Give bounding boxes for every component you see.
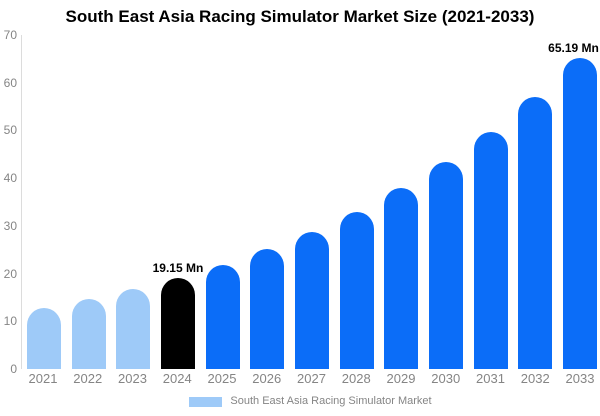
bar-2023[interactable] bbox=[116, 289, 151, 369]
y-tick-label: 50 bbox=[3, 123, 17, 138]
bar-2022[interactable] bbox=[71, 299, 106, 369]
bar-2025[interactable] bbox=[205, 264, 240, 369]
x-tick-label: 2022 bbox=[73, 371, 103, 386]
x-tick-label: 2025 bbox=[207, 371, 237, 386]
legend-label: South East Asia Racing Simulator Market bbox=[230, 395, 432, 407]
value-label: 65.19 Mn bbox=[548, 41, 599, 55]
bar-2029[interactable] bbox=[384, 188, 419, 369]
x-tick-label: 2030 bbox=[431, 371, 461, 386]
legend-swatch bbox=[189, 396, 223, 407]
bar-2030[interactable] bbox=[428, 161, 463, 369]
bar-2021[interactable] bbox=[27, 308, 61, 369]
bar-2033[interactable]: 65.19 Mn bbox=[548, 42, 599, 369]
y-tick-label: 60 bbox=[3, 75, 17, 90]
y-tick-label: 10 bbox=[3, 314, 17, 329]
x-tick-label: 2032 bbox=[520, 371, 550, 386]
x-tick-label: 2021 bbox=[28, 371, 58, 386]
y-tick-label: 0 bbox=[10, 362, 17, 376]
y-tick-label: 30 bbox=[3, 218, 17, 233]
x-tick-label: 2023 bbox=[118, 371, 147, 386]
y-tick-label: 20 bbox=[3, 266, 17, 281]
x-axis-labels: 2021 2022 2023 2024 2025 2026 2027 2028 2029 2030… bbox=[26, 372, 597, 385]
value-label: 19.15 Mn bbox=[152, 260, 204, 275]
x-tick-label: 2031 bbox=[476, 371, 505, 386]
x-tick-label: 2026 bbox=[252, 371, 282, 386]
bar-2032[interactable] bbox=[518, 97, 553, 369]
bar-2024[interactable]: 19.15 Mn bbox=[153, 262, 203, 369]
legend[interactable]: South East Asia Racing Simulator Market bbox=[21, 396, 600, 407]
plot-area: 19.15 Mn 65.19 Mn bbox=[21, 35, 599, 369]
bar-2027[interactable] bbox=[294, 231, 329, 369]
y-axis: 70 60 50 40 30 20 10 0 bbox=[0, 29, 17, 375]
x-tick-label: 2028 bbox=[341, 371, 371, 386]
x-tick-label: 2024 bbox=[162, 371, 192, 386]
chart-title: South East Asia Racing Simulator Market … bbox=[65, 7, 535, 26]
bar-2026[interactable] bbox=[250, 249, 285, 369]
bars: 19.15 Mn 65.19 Mn bbox=[27, 35, 599, 369]
y-tick-label: 70 bbox=[3, 28, 17, 42]
x-tick-label: 2027 bbox=[297, 371, 326, 386]
bar-2028[interactable] bbox=[339, 211, 374, 369]
x-tick-label: 2033 bbox=[565, 371, 595, 386]
y-tick-label: 40 bbox=[3, 171, 17, 186]
bar-2031[interactable] bbox=[473, 131, 508, 369]
x-tick-label: 2029 bbox=[386, 371, 416, 386]
